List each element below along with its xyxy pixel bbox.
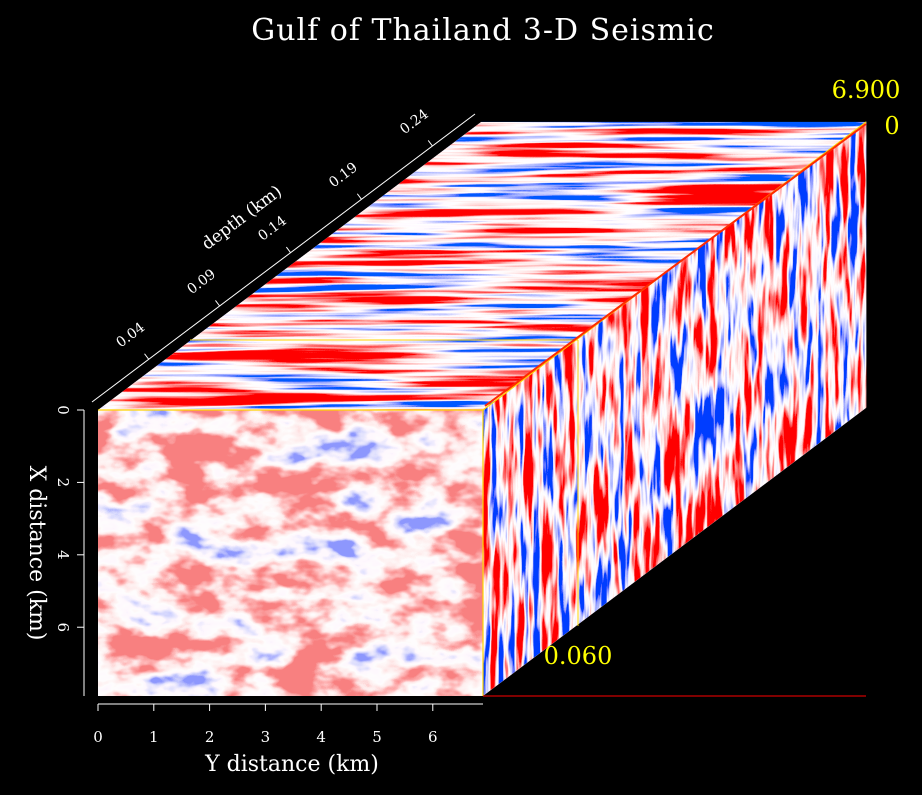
depth-tick-label: 0.14 [255, 213, 290, 245]
depth-tick-label: 0.09 [184, 266, 219, 298]
y-tick-label: 6 [54, 622, 72, 632]
front-panel [98, 410, 483, 696]
slice-label-depth: 0.060 [544, 642, 613, 670]
x-distance-axis: 0 2 4 6 [54, 405, 85, 696]
top-panel [98, 122, 867, 410]
y-axis-label: X distance (km) [24, 466, 49, 641]
x-tick-label: 2 [205, 728, 215, 746]
depth-tick-label: 0.04 [113, 320, 148, 352]
y-distance-axis: 0 1 2 3 4 5 6 [93, 703, 483, 746]
y-tick-label: 0 [54, 405, 72, 415]
x-tick-label: 5 [372, 728, 382, 746]
x-tick-label: 3 [261, 728, 271, 746]
slice-label-ymax: 6.900 [832, 76, 901, 104]
depth-tick [215, 300, 221, 307]
y-tick-label: 4 [54, 550, 72, 560]
red-edge-line [484, 123, 867, 407]
slice-label-x: 0 [884, 112, 899, 140]
chart-title: Gulf of Thailand 3-D Seismic [251, 13, 715, 48]
depth-axis-line [91, 113, 476, 403]
x-axis-label: Y distance (km) [204, 752, 379, 777]
side-panel [483, 121, 866, 696]
x-tick-label: 6 [428, 728, 438, 746]
depth-tick [356, 193, 362, 200]
y-tick-label: 2 [54, 478, 72, 488]
x-tick-label: 1 [149, 728, 159, 746]
depth-tick [427, 140, 433, 147]
depth-tick [285, 246, 291, 253]
x-tick-label: 4 [316, 728, 326, 746]
depth-tick-label: 0.24 [397, 106, 432, 138]
x-tick-label: 0 [93, 728, 103, 746]
depth-tick [144, 353, 150, 360]
depth-tick-label: 0.19 [326, 160, 361, 192]
